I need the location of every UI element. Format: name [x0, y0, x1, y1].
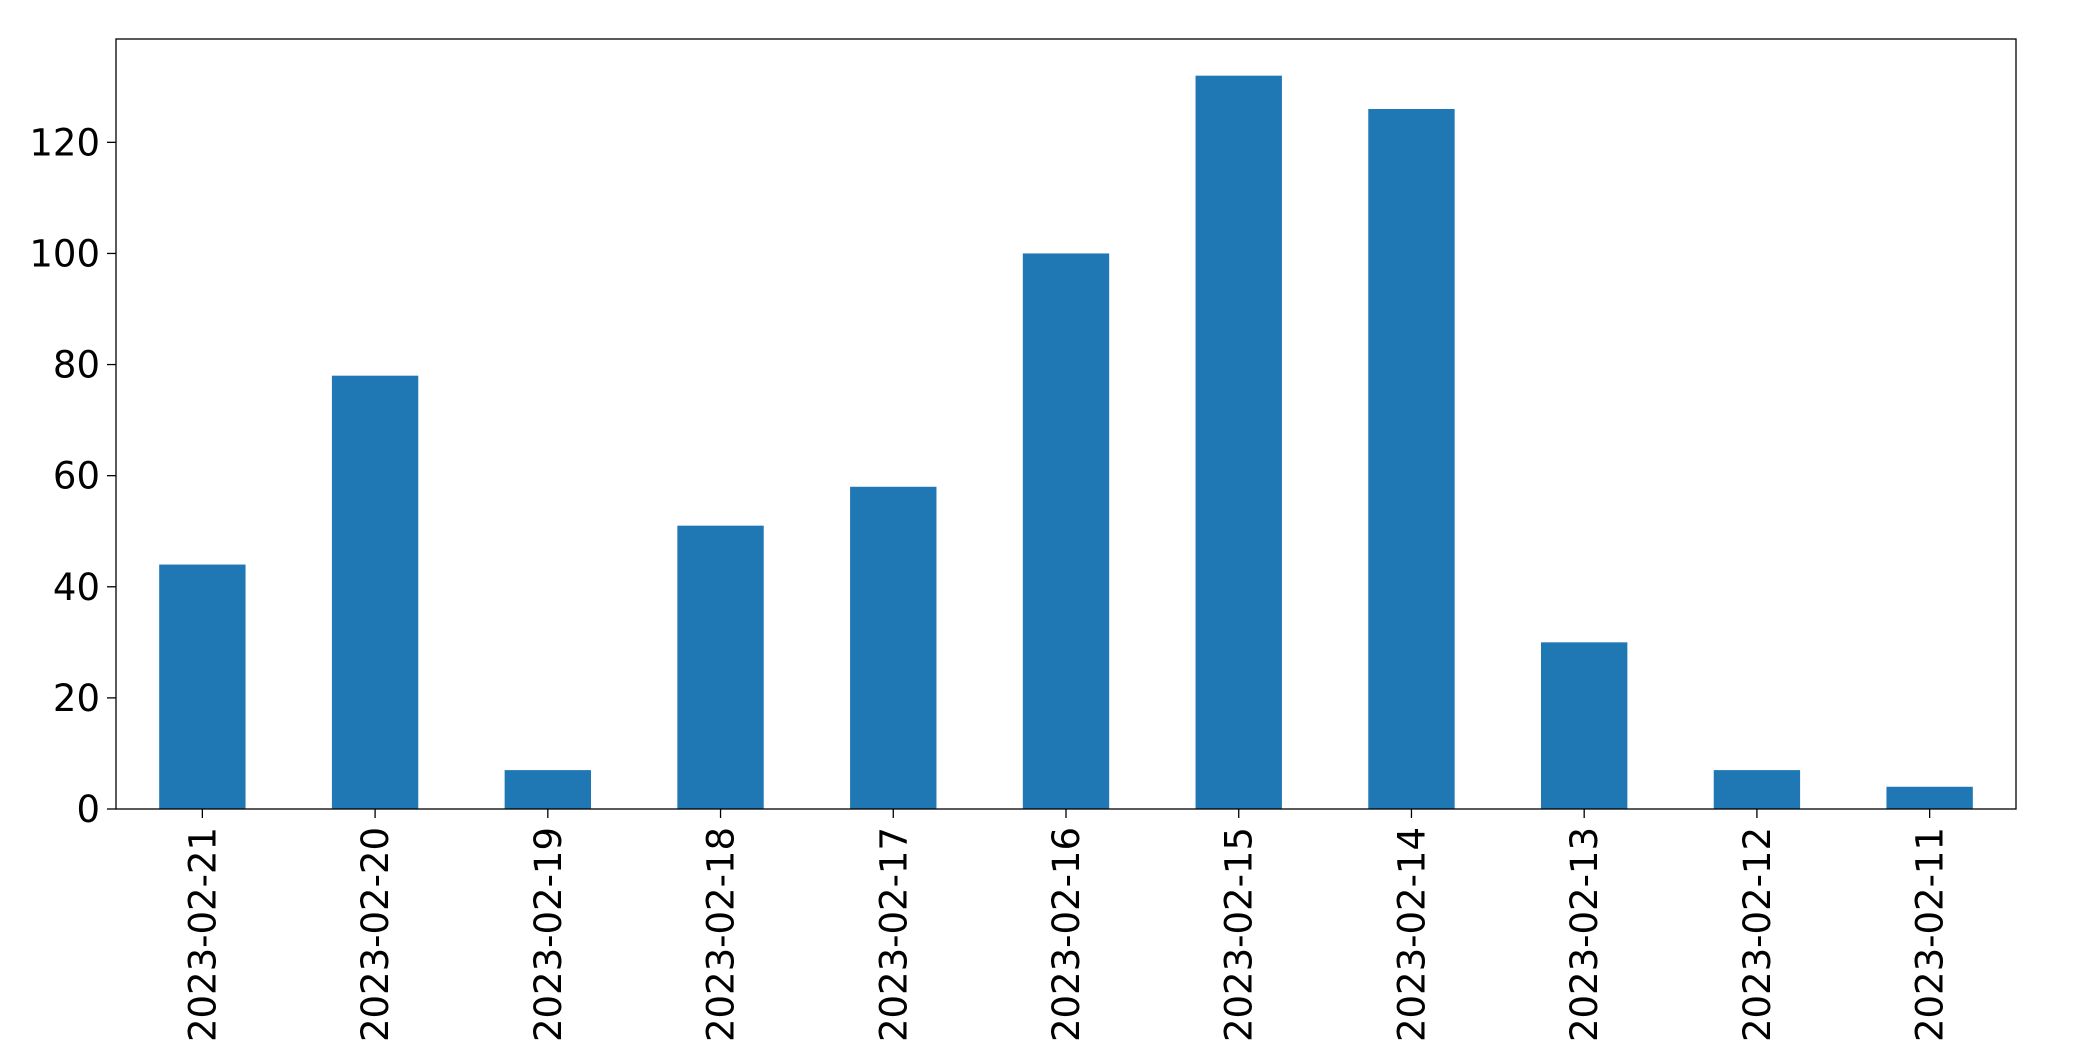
x-tick-label: 2023-02-12	[1736, 827, 1779, 1042]
y-tick-label: 40	[53, 566, 100, 609]
x-tick-label: 2023-02-13	[1563, 827, 1606, 1042]
bar	[331, 375, 419, 809]
x-tick-label: 2023-02-17	[872, 827, 915, 1042]
y-tick-label: 120	[29, 121, 100, 164]
axes-frame	[115, 38, 2017, 810]
bar	[1713, 770, 1801, 809]
bar	[504, 770, 591, 809]
bar	[1368, 109, 1455, 809]
y-tick-label: 80	[53, 344, 100, 387]
y-tick-label: 100	[29, 232, 100, 275]
x-tick-label: 2023-02-21	[181, 827, 224, 1042]
bar	[1022, 253, 1110, 809]
x-tick-label: 2023-02-11	[1909, 827, 1952, 1042]
bar	[1195, 75, 1282, 809]
bar	[1886, 786, 1973, 809]
x-tick-label: 2023-02-16	[1045, 827, 1088, 1042]
x-tick-label: 2023-02-20	[354, 827, 397, 1042]
bar	[677, 525, 764, 809]
bar	[850, 486, 937, 809]
x-tick-label: 2023-02-18	[700, 827, 743, 1042]
x-tick-label: 2023-02-15	[1218, 827, 1261, 1042]
x-tick-label: 2023-02-14	[1390, 827, 1433, 1042]
y-tick-label: 0	[76, 788, 100, 831]
bar	[1541, 642, 1628, 809]
bar	[159, 564, 246, 809]
y-tick-label: 60	[53, 455, 100, 498]
y-tick-label: 20	[53, 677, 100, 720]
x-tick-label: 2023-02-19	[527, 827, 570, 1042]
